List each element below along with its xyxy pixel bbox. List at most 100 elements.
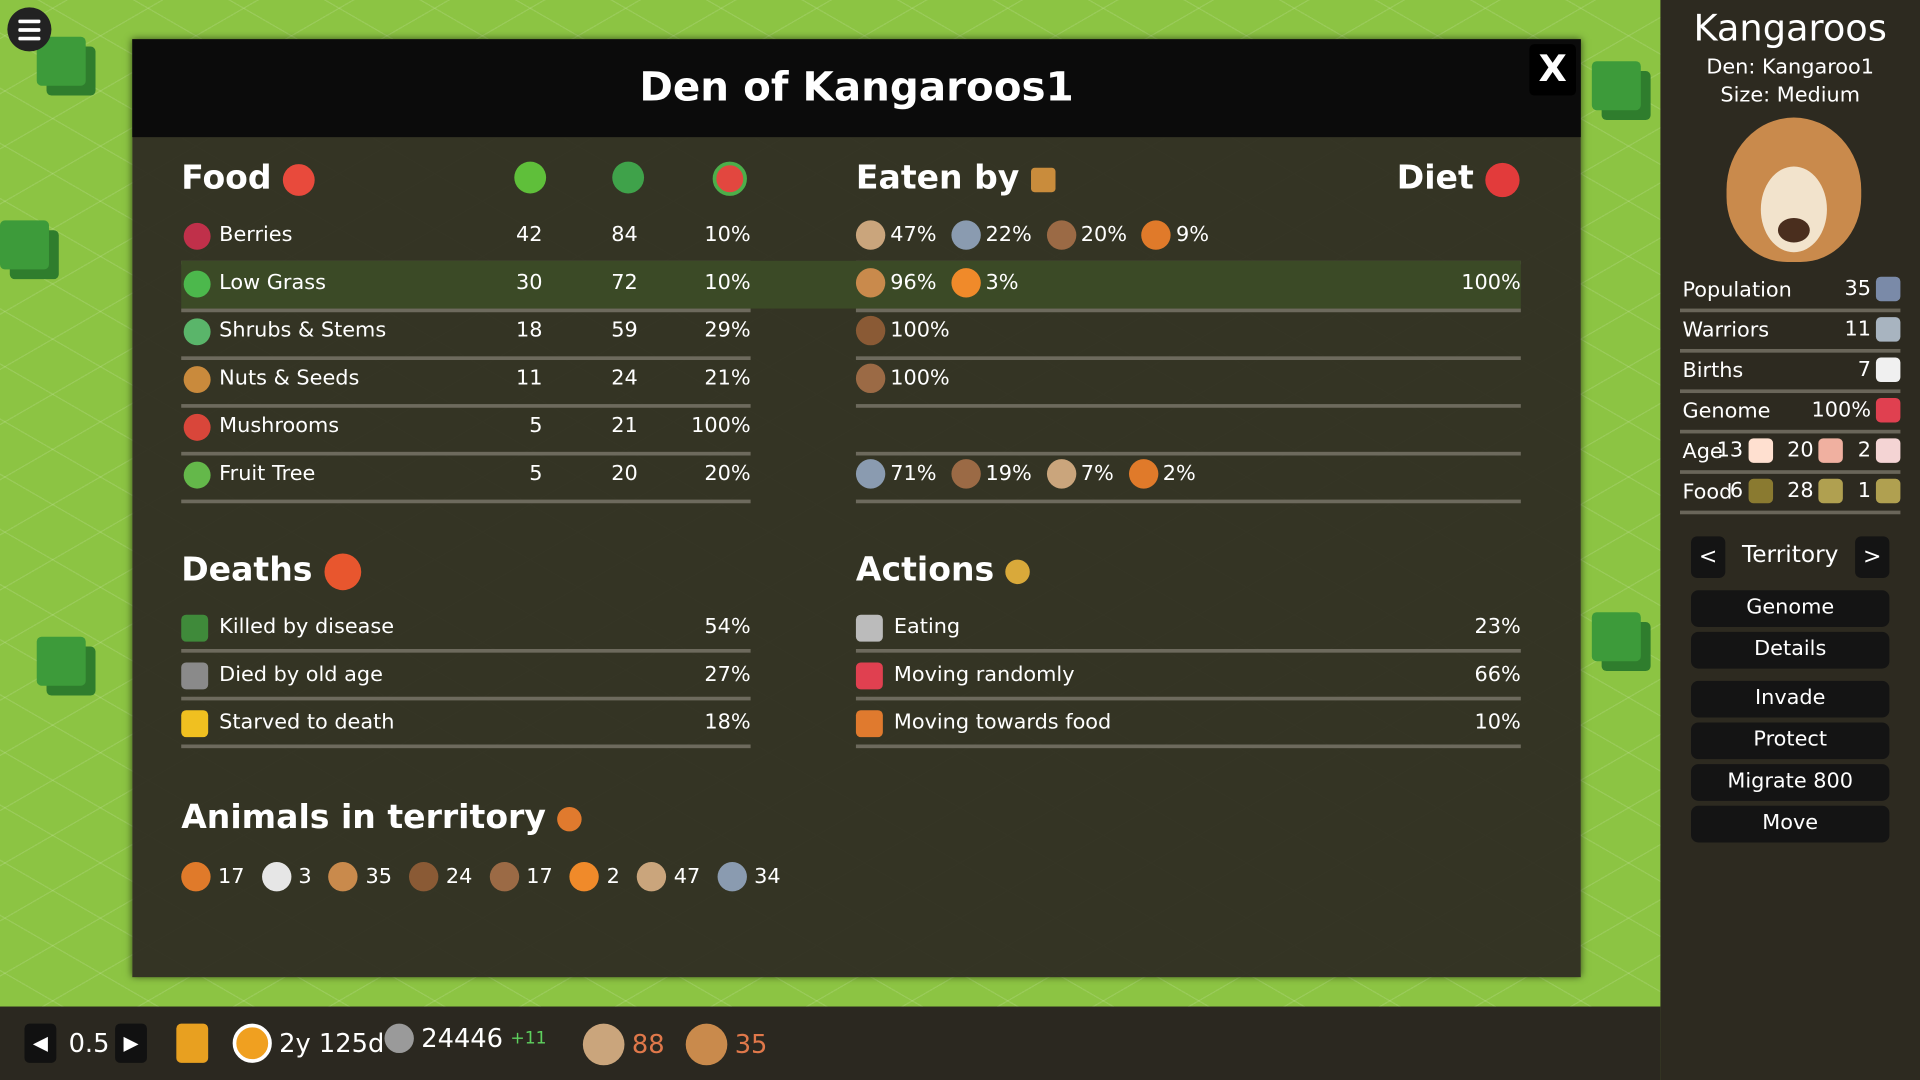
stat-population: Population 35	[1680, 272, 1901, 313]
acorn-icon	[183, 366, 211, 394]
fox-icon	[569, 862, 600, 892]
stat-value: 7	[1857, 357, 1872, 383]
migrate-button[interactable]: Migrate 800	[1691, 764, 1890, 801]
move-button[interactable]: Move	[1691, 805, 1890, 843]
food-name: Nuts & Seeds	[219, 366, 360, 391]
dna-points: 24446 +11	[384, 1023, 547, 1054]
species-title: Kangaroos	[1693, 7, 1887, 51]
speed-down-button[interactable]: ◀	[24, 1023, 57, 1063]
eater-percent: 96%	[890, 270, 937, 296]
food-count-max: 24	[611, 366, 638, 391]
trophy-icon[interactable]	[176, 1023, 209, 1063]
shrub-icon	[183, 318, 211, 346]
tree-icon	[612, 161, 645, 194]
eater: 7%	[1046, 459, 1114, 489]
old-age-icon	[181, 662, 209, 690]
speed-up-button[interactable]: ▶	[115, 1023, 147, 1063]
food-percent: 10%	[704, 270, 751, 296]
animal-count[interactable]: 34	[717, 862, 781, 892]
den-size: Size: Medium	[1720, 83, 1861, 108]
divider	[181, 451, 751, 456]
divider	[855, 404, 1521, 408]
mouse-icon	[951, 220, 981, 250]
den-dialog: Den of Kangaroos1 X Food Eaten by Diet B…	[132, 39, 1581, 978]
population-icon	[1875, 276, 1901, 302]
eater: 100%	[855, 363, 950, 394]
hedgehog-icon	[637, 862, 667, 892]
eater: 3%	[951, 268, 1019, 298]
stat-age: Age 13 20 2	[1680, 433, 1901, 474]
eater-percent: 47%	[890, 222, 937, 248]
protect-button[interactable]: Protect	[1691, 722, 1890, 760]
eater: 96%	[855, 268, 937, 298]
actions-percent: 66%	[1474, 662, 1521, 687]
kangaroo-count[interactable]: 35	[685, 1023, 767, 1066]
food-row[interactable]: Berries 42 84 10% 47% 22% 20% 9%	[181, 213, 1521, 265]
territory-prev-button[interactable]: <	[1691, 536, 1726, 578]
actions-row: Moving towards food 10%	[855, 700, 1521, 749]
genome-button[interactable]: Genome	[1691, 590, 1890, 627]
game-time: 2y 125d	[232, 1023, 384, 1063]
hungry-icon	[1747, 478, 1773, 504]
skull-icon	[323, 552, 361, 590]
boar-icon	[1046, 220, 1076, 250]
eater-percent: 22%	[985, 222, 1032, 248]
food-heading: Food	[181, 159, 315, 197]
dna-icon	[384, 1023, 414, 1054]
deaths-row: Died by old age 27%	[181, 653, 751, 701]
food-count-max: 21	[611, 413, 638, 439]
animal-count[interactable]: 35	[328, 862, 392, 892]
kangaroo-icon	[855, 268, 886, 298]
baby-icon	[1747, 438, 1773, 463]
stat-warriors: Warriors 11	[1680, 312, 1901, 353]
eater: 22%	[951, 220, 1032, 250]
hedgehog-count[interactable]: 88	[582, 1023, 665, 1066]
dialog-header	[132, 39, 1581, 138]
food-icon	[283, 163, 315, 196]
percent-icon	[1485, 162, 1520, 197]
hedgehog-icon	[855, 220, 886, 250]
den-name: Den: Kangaroo1	[1706, 55, 1875, 80]
stat-value: 1	[1857, 478, 1872, 504]
animal-count[interactable]: 17	[489, 862, 553, 892]
close-button[interactable]: X	[1529, 44, 1576, 96]
invade-button[interactable]: Invade	[1691, 680, 1890, 718]
deaths-label: Starved to death	[219, 710, 395, 735]
divider	[181, 308, 751, 313]
food-row[interactable]: Low Grass 30 72 10% 96% 3% 100%	[181, 260, 1521, 313]
map-tree	[36, 636, 86, 686]
food-row[interactable]: Fruit Tree 5 20 20% 71% 19% 7% 2%	[181, 452, 1521, 504]
animal-count[interactable]: 24	[409, 862, 473, 892]
clock-icon	[232, 1023, 272, 1063]
animal-count-value: 24	[445, 864, 473, 889]
boar-icon	[855, 363, 886, 394]
eater: 100%	[855, 315, 950, 346]
animal-count-value: 3	[298, 864, 312, 889]
boar-icon	[951, 459, 981, 489]
dialog-title: Den of Kangaroos1	[639, 62, 1074, 111]
genome-icon	[1875, 397, 1901, 423]
kangaroo-icon	[685, 1023, 728, 1066]
deaths-row: Starved to death 18%	[181, 700, 751, 749]
divider	[855, 308, 1521, 313]
food-row[interactable]: Nuts & Seeds 11 24 21% 100%	[181, 356, 1521, 408]
food-percent: 100%	[691, 413, 751, 439]
animal-count[interactable]: 3	[261, 862, 312, 892]
animal-count-value: 35	[365, 864, 392, 889]
divider	[855, 499, 1521, 504]
territory-next-button[interactable]: >	[1855, 536, 1890, 578]
food-name: Shrubs & Stems	[219, 318, 387, 343]
menu-button[interactable]	[7, 7, 52, 52]
stat-value: 2	[1857, 438, 1872, 463]
food-row[interactable]: Shrubs & Stems 18 59 29% 100%	[181, 309, 1521, 361]
food-row[interactable]: Mushrooms 5 21 100%	[181, 404, 1521, 456]
kangaroo-portrait	[1726, 117, 1862, 263]
details-button[interactable]: Details	[1691, 631, 1890, 669]
animal-count[interactable]: 47	[637, 862, 700, 892]
animal-count[interactable]: 17	[181, 862, 244, 892]
stat-label: Warriors	[1682, 318, 1770, 343]
watermelon-icon	[712, 161, 747, 196]
fox-icon	[951, 268, 981, 298]
animal-count[interactable]: 2	[569, 862, 620, 892]
